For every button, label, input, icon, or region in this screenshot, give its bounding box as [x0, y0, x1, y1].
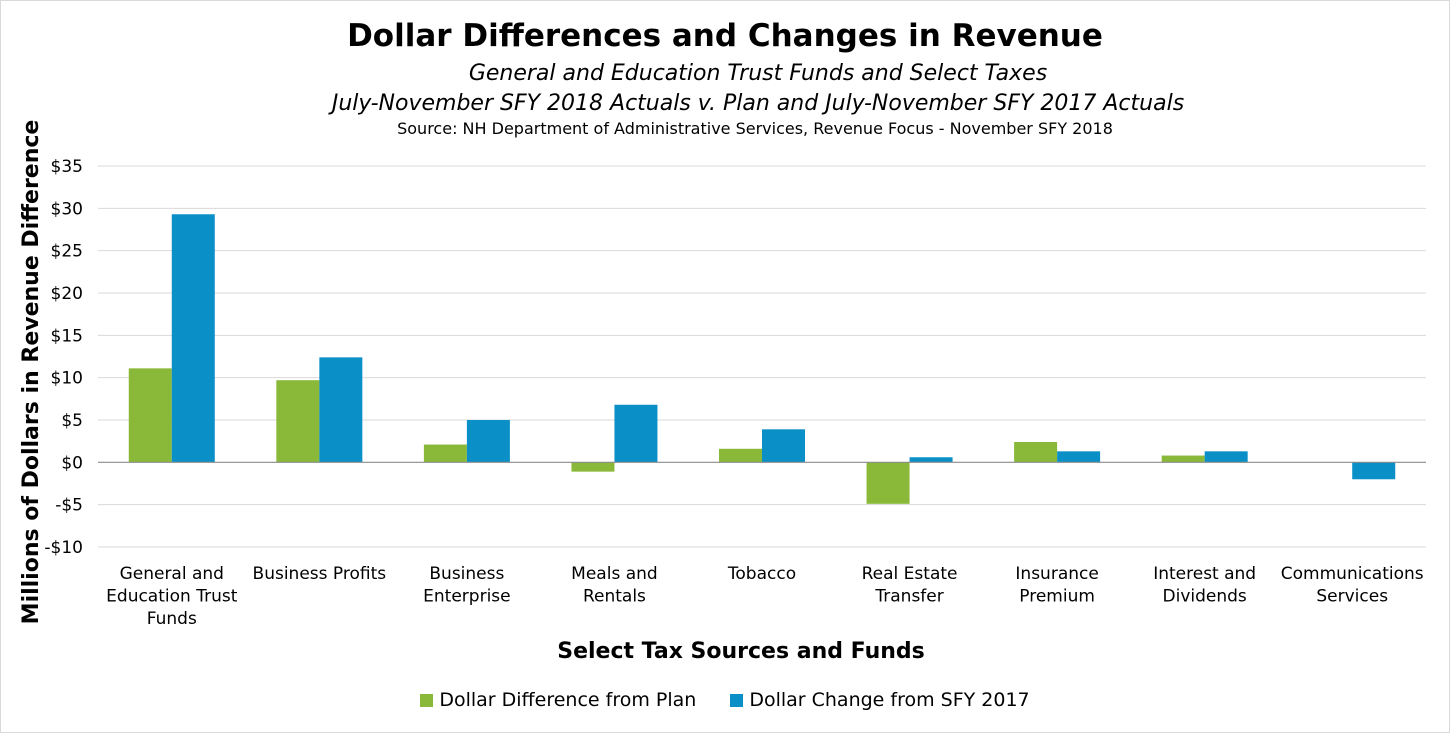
y-axis-title: Millions of Dollars in Revenue Differenc… — [19, 120, 44, 625]
chart-source: Source: NH Department of Administrative … — [397, 119, 1113, 138]
x-tick-label: Communications Services — [1281, 564, 1424, 607]
bar — [319, 357, 363, 463]
x-tick-label: Business Profits — [253, 564, 387, 584]
chart-subtitle-1: General and Education Trust Funds and Se… — [468, 61, 1048, 86]
y-tick-label: $10 — [51, 369, 83, 389]
chart-legend: Dollar Difference from Plan Dollar Chang… — [0, 687, 1450, 713]
legend-swatch-plan — [420, 693, 434, 707]
bar — [171, 214, 215, 463]
bar — [1204, 451, 1248, 463]
y-tick-label: -$5 — [55, 496, 83, 516]
x-tick-label: Meals and Rentals — [571, 564, 658, 607]
y-tick-label: $30 — [51, 199, 83, 219]
chart-subtitle-2: July-November SFY 2018 Actuals v. Plan a… — [331, 91, 1185, 116]
bar — [909, 457, 953, 463]
y-tick-label: $25 — [51, 242, 83, 262]
x-tick-label: Business Enterprise — [423, 564, 510, 607]
legend-swatch-sfy2017 — [730, 693, 744, 707]
bar — [276, 380, 320, 463]
x-tick-label: Interest and Dividends — [1153, 564, 1256, 607]
x-tick-label: General and Education Trust Funds — [106, 564, 238, 629]
bar — [1161, 455, 1205, 463]
bar — [128, 368, 172, 463]
legend-item-sfy2017: Dollar Change from SFY 2017 — [730, 689, 1030, 711]
y-tick-label: -$10 — [44, 538, 83, 558]
bar — [466, 420, 510, 463]
bar — [719, 448, 762, 463]
y-tick-label: $5 — [61, 411, 83, 431]
y-tick-label: $0 — [61, 453, 83, 473]
x-tick-label: Real Estate Transfer — [862, 564, 958, 607]
y-tick-label: $15 — [51, 326, 83, 346]
bar — [1057, 451, 1101, 463]
y-tick-label: $20 — [51, 284, 83, 304]
x-tick-label: Insurance Premium — [1015, 564, 1098, 607]
x-tick-label: Tobacco — [727, 564, 796, 584]
chart-title: Dollar Differences and Changes in Revenu… — [347, 18, 1103, 54]
x-axis-title: Select Tax Sources and Funds — [557, 639, 925, 664]
bar — [423, 444, 467, 463]
bar — [1014, 442, 1058, 463]
bar — [571, 462, 615, 472]
y-tick-label: $35 — [51, 157, 83, 177]
bar — [614, 404, 658, 463]
legend-label-sfy2017: Dollar Change from SFY 2017 — [749, 689, 1030, 711]
bar — [1352, 462, 1396, 480]
bar — [762, 429, 805, 463]
bar — [866, 462, 910, 504]
legend-label-plan: Dollar Difference from Plan — [439, 689, 697, 711]
legend-item-plan: Dollar Difference from Plan — [420, 689, 696, 711]
